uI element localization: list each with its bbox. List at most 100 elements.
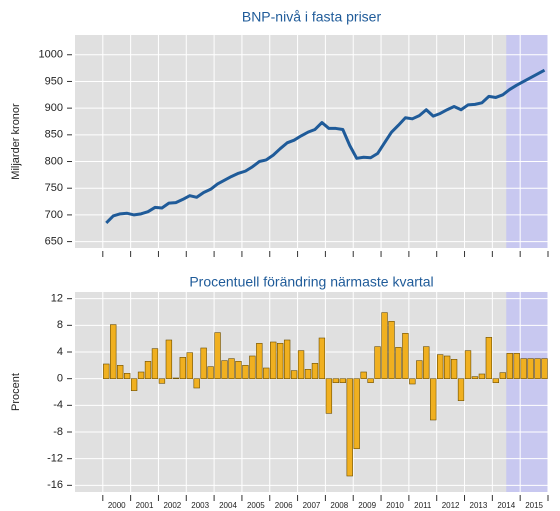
bar xyxy=(221,360,228,379)
bar xyxy=(374,346,381,379)
bar xyxy=(485,337,493,379)
bar xyxy=(123,373,131,379)
bar xyxy=(117,365,124,379)
bar xyxy=(297,350,305,379)
bar xyxy=(527,358,534,379)
bar xyxy=(464,350,472,379)
bar xyxy=(492,378,500,383)
y-tick-label: -8 xyxy=(53,426,63,438)
y-tick-label: 850 xyxy=(45,129,63,141)
bar xyxy=(214,332,221,379)
bar xyxy=(304,369,312,379)
x-tick-label: 2003 xyxy=(191,501,209,510)
bar xyxy=(130,378,138,391)
y-tick-label: -4 xyxy=(53,399,63,411)
y-tick-label: 750 xyxy=(45,182,63,194)
bar xyxy=(235,361,242,379)
plot-background xyxy=(75,292,548,492)
x-tick-label: 2006 xyxy=(275,501,293,510)
bar xyxy=(430,378,437,421)
bar xyxy=(242,365,249,379)
x-tick-label: 2010 xyxy=(386,501,404,510)
x-tick-label: 2009 xyxy=(358,501,376,510)
y-tick-label: 800 xyxy=(45,155,63,167)
y-axis-label: Miljarder kronor xyxy=(10,103,22,180)
bar xyxy=(172,377,180,379)
bar xyxy=(423,346,430,379)
bar xyxy=(277,343,284,379)
y-tick-label: 0 xyxy=(57,373,63,385)
bar xyxy=(499,372,506,379)
x-tick-label: 2012 xyxy=(442,501,460,510)
bar xyxy=(270,341,277,379)
bar xyxy=(263,367,270,379)
bar xyxy=(325,378,333,414)
bar xyxy=(506,353,513,379)
bar xyxy=(137,371,145,379)
x-tick-label: 2007 xyxy=(303,501,321,510)
x-tick-label: 2014 xyxy=(497,501,515,510)
bar xyxy=(541,358,548,379)
bar xyxy=(395,347,402,379)
bar xyxy=(179,357,186,379)
bar xyxy=(249,355,256,379)
bar xyxy=(471,376,479,379)
y-tick-label: 4 xyxy=(57,346,63,358)
bar xyxy=(353,378,360,449)
bar xyxy=(360,371,367,379)
bar xyxy=(158,378,166,384)
plot-background xyxy=(75,35,548,248)
y-axis-label: Procent xyxy=(10,373,22,411)
chart-title: Procentuell förändring närmaste kvartal xyxy=(189,274,433,290)
x-tick-label: 2011 xyxy=(414,501,432,510)
bar xyxy=(478,373,486,379)
line xyxy=(105,68,546,224)
bar xyxy=(388,321,395,379)
bar xyxy=(346,378,353,477)
bar xyxy=(186,352,193,379)
bar xyxy=(402,333,409,379)
bar xyxy=(200,347,207,379)
bar xyxy=(381,312,388,379)
bar xyxy=(228,358,235,379)
x-tick-label: 2013 xyxy=(470,501,488,510)
bar xyxy=(443,355,451,379)
bar xyxy=(318,337,326,379)
x-tick-label: 2015 xyxy=(525,501,543,510)
y-tick-label: 950 xyxy=(45,75,63,87)
bar xyxy=(256,343,263,379)
chart-title: BNP-nivå i fasta priser xyxy=(242,9,382,25)
bar xyxy=(110,324,117,379)
bar xyxy=(103,363,110,379)
bar xyxy=(311,363,319,379)
y-tick-label: -12 xyxy=(47,453,63,465)
y-tick-label: 700 xyxy=(45,209,63,221)
x-tick-label: 2000 xyxy=(108,501,126,510)
bar xyxy=(151,348,159,379)
bar xyxy=(144,361,152,379)
bar xyxy=(409,378,416,385)
x-tick-label: 2008 xyxy=(330,501,348,510)
bar xyxy=(332,378,340,383)
y-tick-label: 900 xyxy=(45,102,63,114)
bar xyxy=(436,354,444,379)
y-tick-label: -16 xyxy=(47,479,63,491)
y-tick-label: 1000 xyxy=(39,49,63,61)
bar xyxy=(290,370,298,379)
bar xyxy=(193,378,200,389)
x-tick-label: 2002 xyxy=(163,501,181,510)
y-tick-label: 650 xyxy=(45,236,63,248)
bar xyxy=(339,378,346,383)
bar xyxy=(207,366,214,379)
y-tick-label: 12 xyxy=(51,293,63,305)
forecast-shade xyxy=(506,292,548,492)
x-tick-label: 2004 xyxy=(219,501,237,510)
bar xyxy=(416,360,423,379)
bar xyxy=(513,353,520,379)
bar xyxy=(450,359,458,379)
bar xyxy=(165,339,173,379)
bar xyxy=(534,358,541,379)
y-tick-label: 8 xyxy=(57,319,63,331)
forecast-shade xyxy=(506,35,548,248)
